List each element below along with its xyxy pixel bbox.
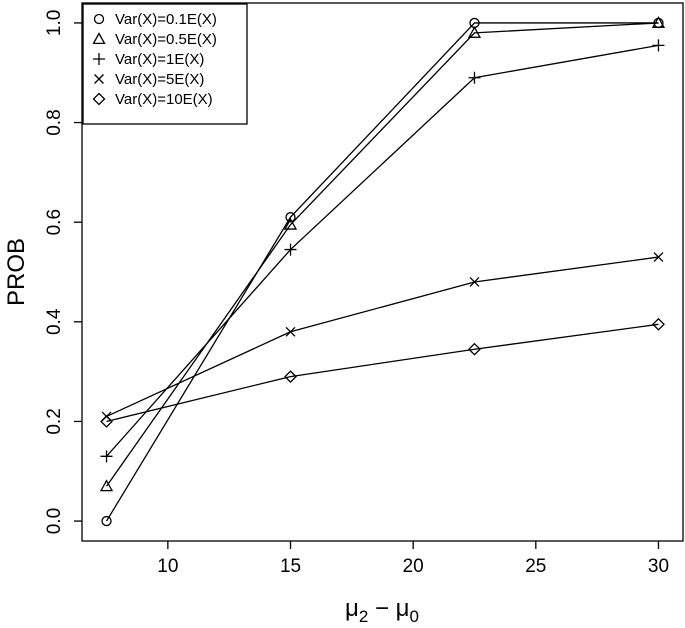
data-point	[651, 16, 666, 28]
data-point	[653, 252, 664, 263]
data-point	[467, 26, 482, 38]
y-tick-label: 0.8	[44, 109, 65, 135]
x-axis: 10 15 20 25 30	[157, 541, 669, 577]
legend-box	[82, 3, 248, 125]
legend-label: Var(X)=0.1E(X)	[115, 11, 217, 28]
y-axis-title: PROB	[3, 238, 30, 306]
data-point	[469, 277, 480, 287]
data-point	[100, 415, 113, 428]
plot-frame	[81, 2, 684, 542]
x-tick-label: 15	[280, 556, 301, 577]
data-point	[284, 370, 297, 384]
legend-item: Var(X)=10E(X)	[92, 91, 213, 108]
x-tick-label: 25	[525, 556, 546, 577]
series-line	[105, 22, 659, 487]
y-tick-label: 0.2	[44, 408, 65, 434]
series-layer	[99, 16, 666, 527]
legend-marker	[93, 13, 105, 25]
data-point	[285, 212, 296, 223]
data-point	[284, 243, 297, 256]
y-tick-label: 0.0	[44, 508, 65, 534]
data-point	[468, 71, 481, 84]
data-point	[283, 217, 298, 230]
data-point	[99, 479, 114, 492]
legend-label: Var(X)=10E(X)	[115, 91, 213, 108]
data-point	[468, 342, 481, 356]
y-tick-label: 0.6	[44, 209, 65, 235]
legend-item: Var(X)=1E(X)	[93, 51, 204, 68]
y-tick-label: 0.4	[44, 308, 65, 335]
y-tick-label: 1.0	[44, 10, 65, 36]
series-line	[105, 22, 659, 522]
legend-marker	[92, 32, 106, 45]
legend-item: Var(X)=5E(X)	[94, 71, 204, 88]
legend: Var(X)=0.1E(X) Var(X)=0.5E(X) Var(X)=1E(X)…	[82, 3, 248, 125]
data-point	[652, 39, 665, 52]
legend-label: Var(X)=0.5E(X)	[115, 31, 217, 48]
series-diamond	[100, 317, 665, 428]
legend-label: Var(X)=5E(X)	[115, 71, 204, 88]
x-axis-title: μ2 − μ0	[345, 595, 419, 626]
data-point	[285, 326, 296, 337]
legend-marker	[94, 74, 104, 84]
y-axis: 0.0 0.2 0.4 0.6 0.8 1.0	[44, 10, 82, 534]
legend-item: Var(X)=0.1E(X)	[93, 11, 217, 28]
legend-label: Var(X)=1E(X)	[115, 51, 204, 68]
legend-marker	[92, 92, 106, 106]
legend-marker	[93, 53, 105, 65]
series-line	[106, 256, 659, 418]
series-line	[106, 323, 659, 423]
x-tick-label: 10	[157, 556, 178, 577]
data-point	[101, 515, 112, 527]
series-plus	[100, 39, 665, 463]
data-point	[100, 450, 113, 463]
x-tick-label: 20	[403, 556, 424, 577]
series-cross	[101, 252, 664, 422]
series-line	[106, 44, 659, 457]
data-point	[652, 317, 665, 331]
legend-item: Var(X)=0.5E(X)	[92, 31, 217, 48]
x-tick-label: 30	[648, 556, 669, 577]
series-triangle	[99, 16, 666, 492]
